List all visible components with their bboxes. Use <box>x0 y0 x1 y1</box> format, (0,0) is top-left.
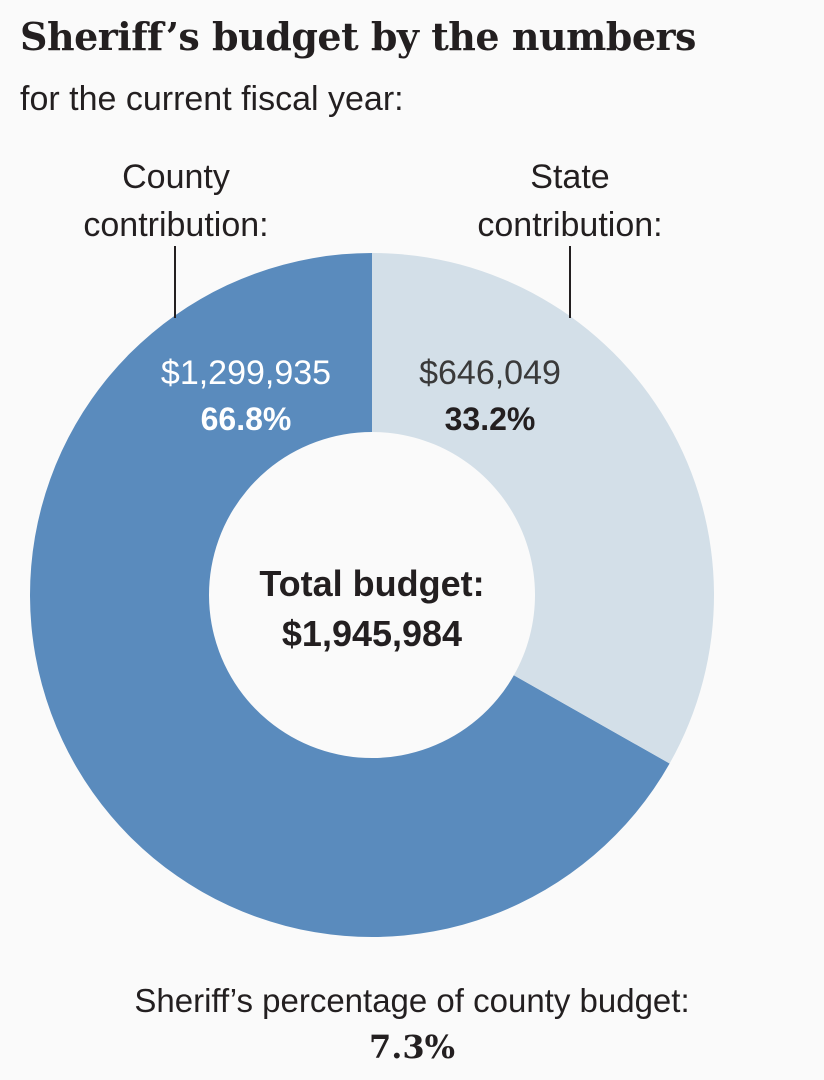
category-label-0-line-0: County <box>122 158 230 196</box>
donut-slice-0 <box>30 253 670 937</box>
center-label-line-0: Total budget: <box>259 563 484 604</box>
value-label-1: $646,049 <box>419 354 561 392</box>
value-label-0: $1,299,935 <box>161 354 331 392</box>
center-label-line-1: $1,945,984 <box>282 613 462 654</box>
footnote-label: Sheriff’s percentage of county budget: <box>134 982 690 1019</box>
category-label-0-line-1: contribution: <box>83 206 268 244</box>
footnote-value: 7.3% <box>368 1028 456 1066</box>
percent-label-0: 66.8% <box>201 401 292 437</box>
donut-chart: County contribution: State contribution: $1,… <box>30 158 714 937</box>
donut-slice-1 <box>372 253 714 764</box>
category-label-1-line-0: State <box>530 158 609 196</box>
chart-subtitle: for the current fiscal year: <box>20 80 404 118</box>
category-label-1-line-1: contribution: <box>477 206 662 244</box>
percent-label-1: 33.2% <box>445 401 536 437</box>
chart-title: Sheriff’s budget by the numbers <box>20 14 696 59</box>
